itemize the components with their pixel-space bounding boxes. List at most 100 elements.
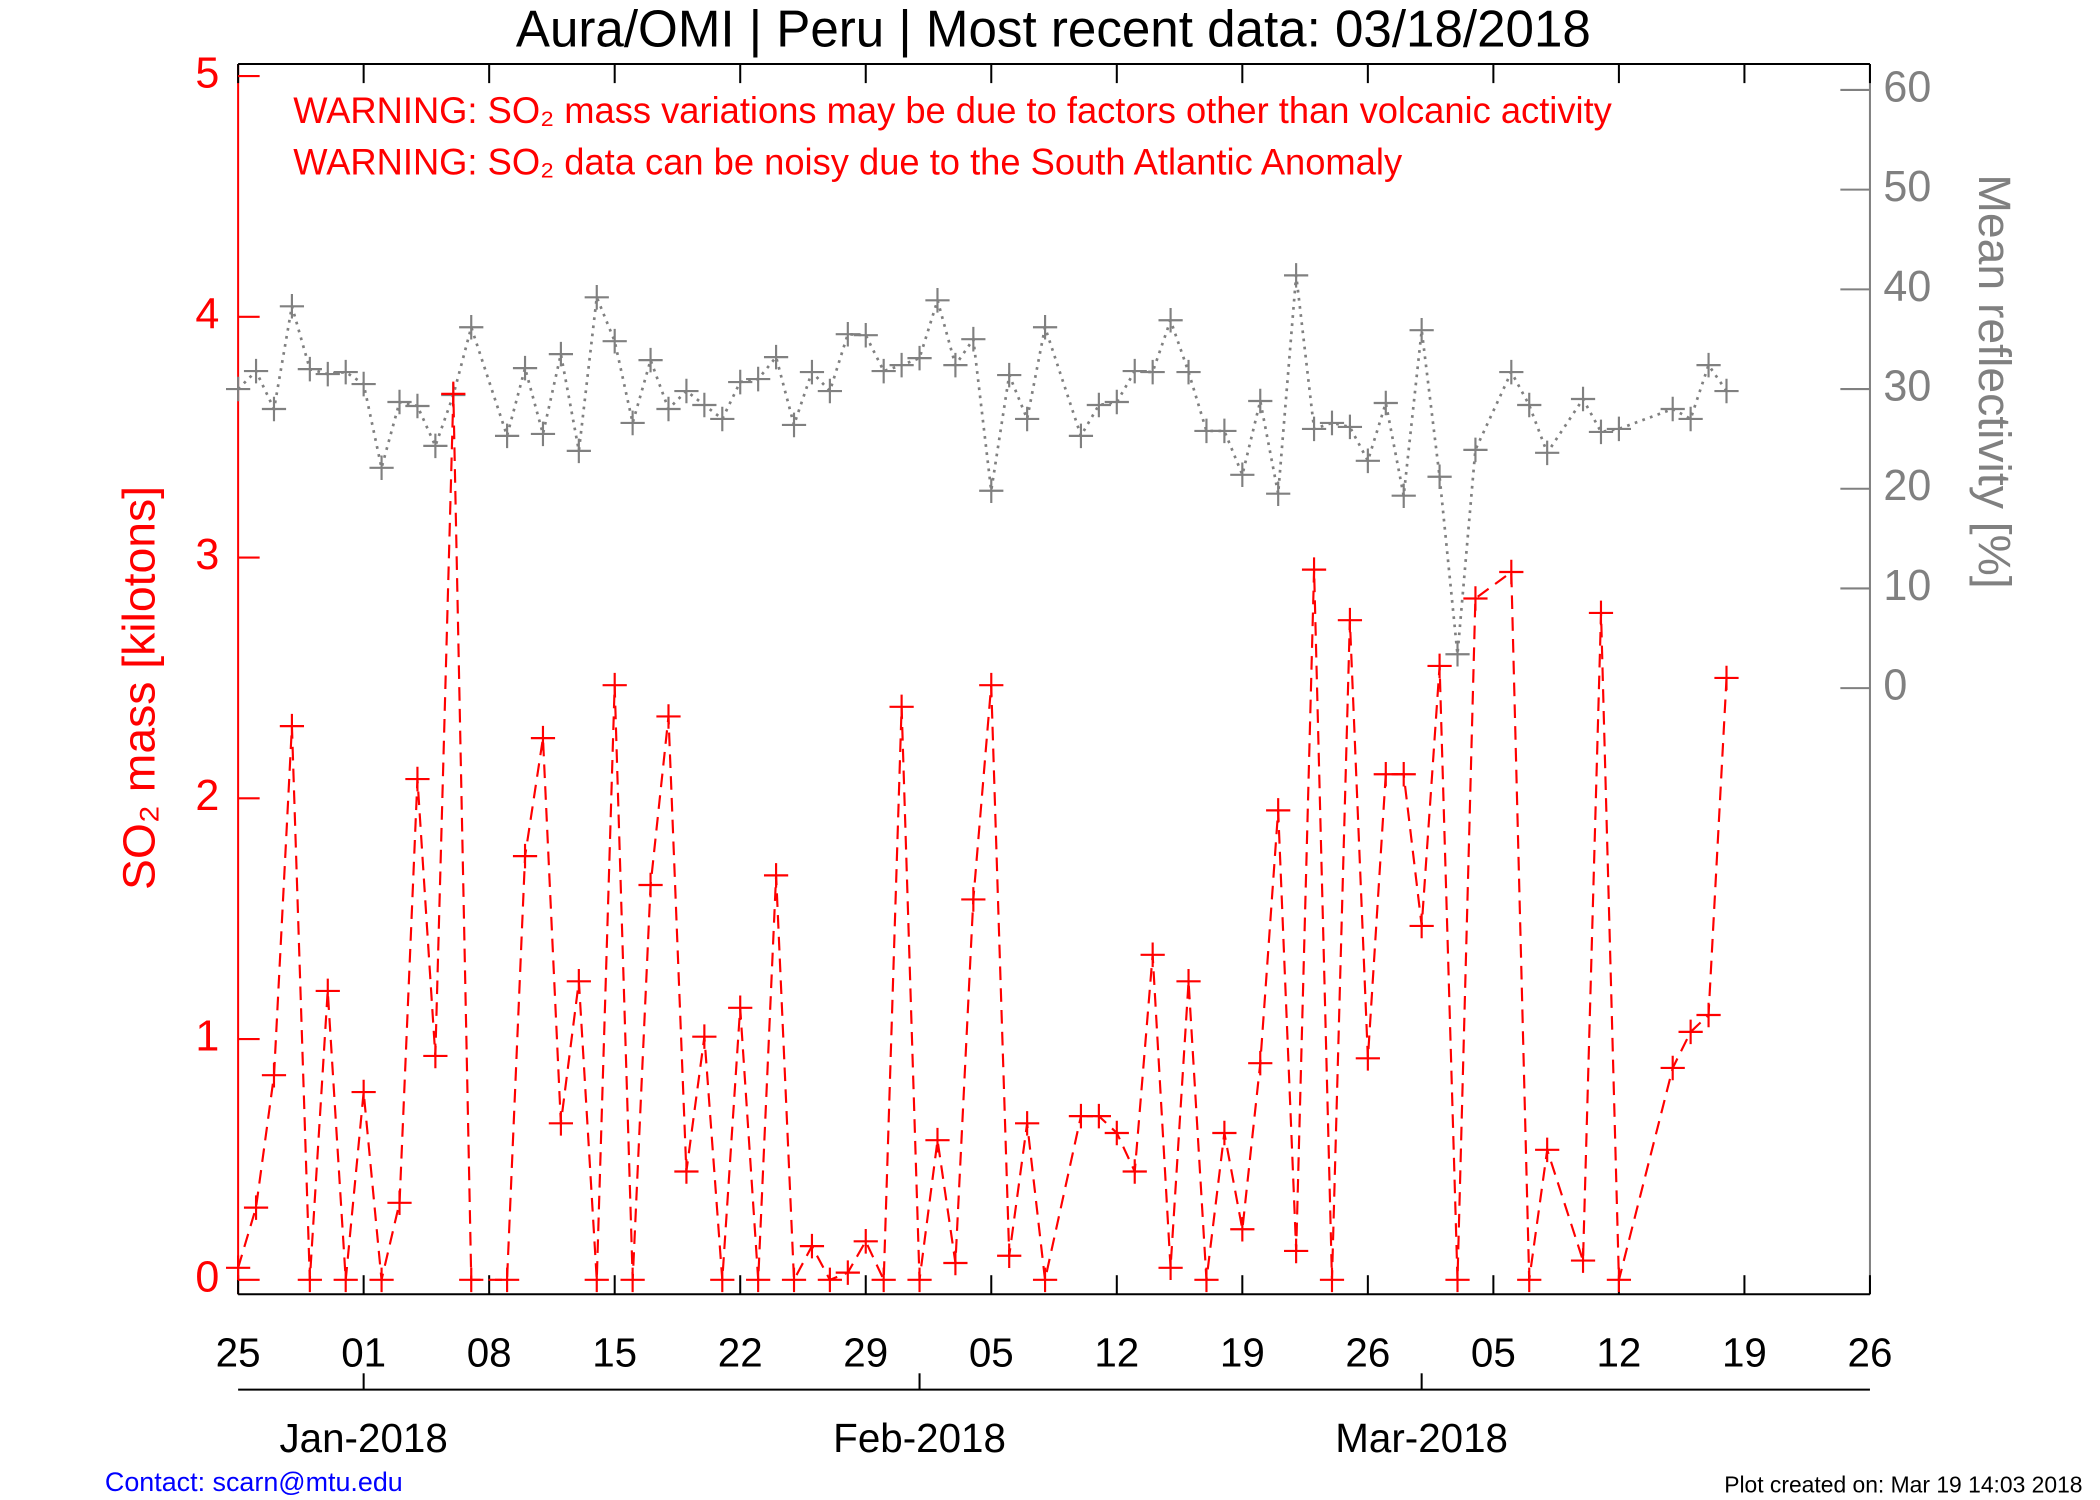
point-marker [871, 1267, 896, 1293]
point-marker [1409, 913, 1434, 939]
point-marker [387, 389, 412, 415]
point-marker [297, 356, 322, 382]
point-marker [1499, 559, 1524, 585]
point-marker [961, 887, 986, 912]
point-marker [494, 423, 520, 449]
point-marker [1660, 1055, 1685, 1081]
point-marker [1391, 761, 1416, 787]
point-marker [243, 1195, 269, 1220]
y2-tick-label: 0 [1883, 661, 1907, 709]
point-marker [1355, 448, 1380, 474]
point-marker [1176, 359, 1201, 385]
y2-tick-label: 40 [1883, 263, 1931, 311]
y2-tick-label: 60 [1883, 63, 1931, 111]
point-marker [781, 412, 807, 438]
point-marker [405, 393, 430, 419]
point-marker [692, 1024, 717, 1049]
y-tick-label: 4 [195, 290, 219, 338]
point-marker [1660, 396, 1685, 422]
y-tick-label: 5 [195, 49, 219, 97]
point-marker [1535, 1137, 1560, 1163]
point-marker [530, 421, 556, 447]
point-marker [333, 1267, 358, 1293]
point-marker [1176, 969, 1201, 994]
point-marker [799, 359, 825, 385]
point-marker [1355, 1046, 1380, 1071]
point-marker [763, 344, 789, 370]
point-marker [1266, 798, 1291, 823]
y-tick-label: 3 [195, 531, 219, 579]
point-marker [1606, 1267, 1632, 1293]
point-marker [1284, 263, 1309, 288]
point-marker [1015, 406, 1040, 432]
point-marker [279, 294, 305, 319]
point-marker [1140, 942, 1165, 968]
point-marker [1158, 1255, 1183, 1281]
point-marker [1427, 464, 1452, 490]
point-marker [1284, 1238, 1309, 1264]
point-marker [441, 381, 466, 407]
x-tick-label: 29 [843, 1329, 888, 1375]
point-marker [997, 362, 1022, 388]
y2-tick-label: 20 [1883, 462, 1931, 510]
point-marker [1301, 416, 1327, 442]
point-marker [512, 355, 538, 381]
point-marker [656, 704, 681, 729]
series-line [237, 275, 1728, 655]
x-tick-label: 15 [592, 1329, 637, 1375]
point-marker [1212, 1120, 1237, 1146]
point-marker [620, 410, 645, 436]
x-tick-label: 01 [341, 1329, 386, 1375]
y-tick-label: 2 [195, 772, 219, 820]
point-marker [297, 1267, 322, 1293]
point-marker [1104, 1120, 1129, 1146]
point-marker [925, 288, 950, 313]
chart-title: Aura/OMI | Peru | Most recent data: 03/1… [516, 0, 1591, 57]
point-marker [692, 392, 717, 418]
point-marker [710, 1267, 735, 1293]
y-tick-label: 1 [195, 1012, 219, 1060]
point-marker [351, 371, 376, 397]
month-tick-label: Jan-2018 [280, 1415, 448, 1461]
point-marker [602, 672, 627, 698]
point-marker [746, 366, 771, 392]
annotation: WARNING: SO₂ data can be noisy due to th… [293, 141, 1403, 182]
point-marker [943, 352, 968, 378]
point-marker [226, 1255, 251, 1281]
point-marker [1086, 1103, 1111, 1129]
point-marker [1588, 419, 1614, 445]
point-marker [1517, 1267, 1542, 1293]
point-marker [1230, 462, 1255, 488]
point-marker [387, 1190, 412, 1216]
point-marker [746, 1267, 771, 1293]
point-marker [1212, 418, 1237, 444]
point-marker [1409, 317, 1434, 343]
point-marker [799, 1233, 825, 1259]
point-marker [548, 1111, 574, 1136]
point-marker [1319, 1267, 1345, 1293]
point-marker [728, 369, 753, 395]
point-marker [279, 713, 305, 739]
point-marker [763, 863, 789, 888]
point-marker [369, 455, 394, 481]
point-marker [602, 328, 627, 354]
point-marker [243, 358, 269, 384]
point-marker [1032, 1267, 1058, 1293]
point-marker [817, 378, 842, 404]
point-marker [835, 1260, 860, 1285]
x-tick-label: 12 [1596, 1329, 1641, 1375]
point-marker [889, 352, 914, 378]
point-marker [943, 1250, 968, 1276]
point-marker [261, 396, 287, 422]
point-marker [1714, 665, 1739, 691]
point-marker [1301, 557, 1327, 582]
point-marker [1104, 389, 1129, 415]
x-tick-label: 26 [1345, 1329, 1390, 1375]
point-marker [728, 995, 753, 1021]
point-marker [584, 285, 609, 310]
point-marker [1570, 1248, 1596, 1273]
point-marker [979, 672, 1004, 698]
x-tick-label: 19 [1220, 1329, 1265, 1375]
point-marker [1373, 390, 1398, 416]
month-tick-label: Feb-2018 [833, 1415, 1006, 1461]
